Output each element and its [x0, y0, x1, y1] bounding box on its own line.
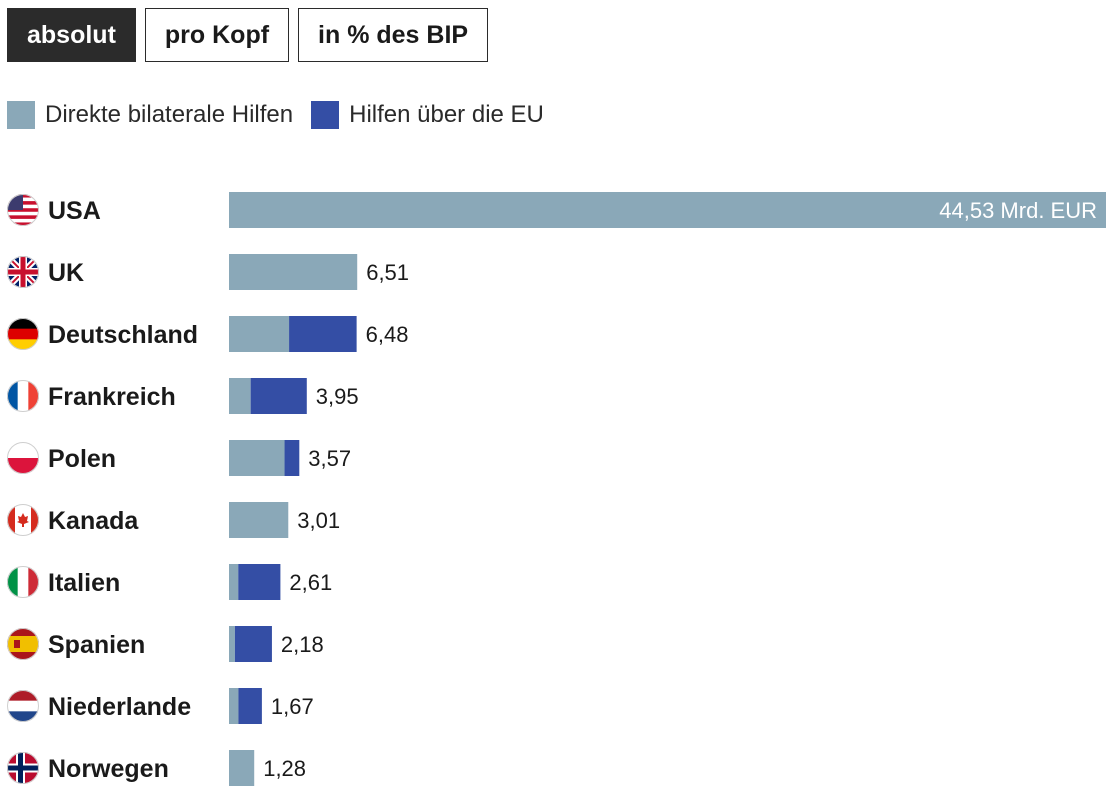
bar-segment-bilateral — [229, 564, 239, 600]
bar-segment-eu — [234, 626, 272, 662]
flag-ca-icon — [7, 504, 39, 536]
category-label: Niederlande — [48, 693, 191, 721]
chart-row-deutschland: Deutschland 6,48 — [7, 316, 408, 352]
value-label: 6,51 — [366, 260, 409, 285]
legend-swatch-eu — [311, 101, 340, 129]
category-label: UK — [48, 259, 84, 287]
value-label: 3,01 — [297, 508, 340, 533]
chart-row-spanien: Spanien 2,18 — [7, 626, 324, 662]
bar-segment-eu — [238, 564, 281, 600]
chart-row-frankreich: Frankreich 3,95 — [7, 378, 359, 414]
category-label: Frankreich — [48, 383, 176, 411]
bar-segment-eu — [238, 688, 262, 724]
flag-uk-icon — [7, 256, 39, 288]
chart-row-polen: Polen 3,57 — [7, 440, 351, 476]
chart-row-italien: Italien 2,61 — [7, 564, 332, 600]
value-label: 3,57 — [308, 446, 351, 471]
flag-no-icon — [7, 752, 39, 784]
bar-segment-eu — [250, 378, 307, 414]
bar-segment-bilateral — [229, 316, 290, 352]
chart-row-kanada: Kanada 3,01 — [7, 502, 340, 538]
bar-segment-bilateral — [229, 254, 358, 290]
value-label: 44,53 Mrd. EUR — [939, 198, 1097, 223]
category-label: Kanada — [48, 507, 139, 535]
bar-segment-eu — [284, 440, 300, 476]
flag-it-icon — [7, 566, 39, 598]
category-label: Italien — [48, 569, 120, 597]
legend-item-eu: Hilfen über die EU — [311, 101, 544, 129]
view-tabs: absolut pro Kopf in % des BIP — [7, 8, 497, 62]
legend-swatch-bilateral — [7, 101, 35, 129]
category-label: USA — [48, 197, 101, 225]
value-label: 6,48 — [366, 322, 409, 347]
value-label: 3,95 — [316, 384, 359, 409]
chart-legend: Direkte bilaterale Hilfen Hilfen über di… — [7, 101, 562, 129]
value-label: 2,18 — [281, 632, 324, 657]
category-label: Polen — [48, 445, 116, 473]
flag-es-icon — [7, 628, 39, 660]
category-label: Norwegen — [48, 755, 169, 783]
legend-label-eu: Hilfen über die EU — [349, 101, 544, 128]
category-label: Deutschland — [48, 321, 198, 349]
tab-pro-kopf[interactable]: pro Kopf — [144, 8, 290, 62]
bar-segment-bilateral — [229, 502, 289, 538]
tab-absolut[interactable]: absolut — [7, 8, 136, 62]
legend-item-bilateral: Direkte bilaterale Hilfen — [7, 101, 293, 129]
flag-fr-icon — [7, 380, 39, 412]
value-label: 1,67 — [271, 694, 314, 719]
chart-row-usa: USA 44,53 Mrd. EUR — [7, 192, 1106, 228]
chart-row-uk: UK 6,51 — [7, 254, 409, 290]
tab-prozent-bip[interactable]: in % des BIP — [298, 8, 489, 62]
bar-segment-bilateral — [229, 688, 239, 724]
bar-segment-bilateral — [229, 626, 235, 662]
value-label: 2,61 — [289, 570, 332, 595]
bar-segment-bilateral — [229, 192, 1106, 228]
flag-nl-icon — [7, 690, 39, 722]
flag-pl-icon — [7, 442, 39, 474]
flag-us-icon — [7, 194, 39, 226]
chart-row-norwegen: Norwegen 1,28 — [7, 750, 306, 786]
value-label: 1,28 — [263, 756, 306, 781]
chart-row-niederlande: Niederlande 1,67 — [7, 688, 314, 724]
bar-segment-bilateral — [229, 378, 251, 414]
bar-segment-eu — [289, 316, 357, 352]
category-label: Spanien — [48, 631, 145, 659]
bar-segment-bilateral — [229, 440, 285, 476]
legend-label-bilateral: Direkte bilaterale Hilfen — [45, 101, 294, 128]
flag-de-icon — [7, 318, 39, 350]
bar-segment-bilateral — [229, 750, 255, 786]
